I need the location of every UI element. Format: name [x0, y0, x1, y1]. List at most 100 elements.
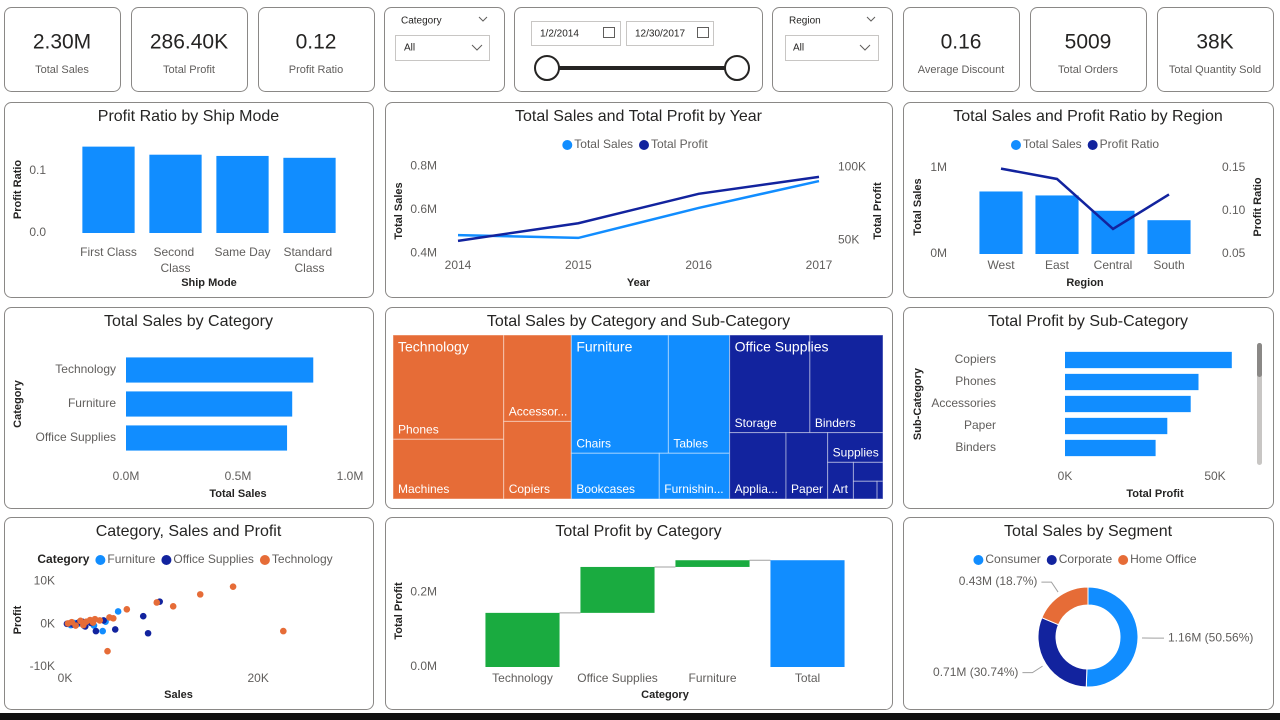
treemap-label: Art: [833, 482, 849, 496]
legend-marker: [1010, 140, 1021, 150]
y-tick-label: Copiers: [955, 352, 996, 366]
chart-title: Total Sales by Category and Sub-Category: [487, 313, 790, 330]
x-tick-label: Central: [1094, 258, 1133, 272]
y-axis-label: Total Sales: [393, 182, 405, 239]
treemap-label: Supplies: [833, 446, 879, 460]
bar: [1147, 220, 1191, 254]
pie-slice: [1085, 586, 1139, 688]
x-tick-label: East: [1045, 258, 1070, 272]
line: [1000, 167, 1170, 231]
date-box[interactable]: [626, 21, 714, 46]
legend-label: Consumer: [985, 552, 1040, 566]
x-tick-label: 0K: [58, 671, 73, 685]
kpi-value: 0.12: [296, 31, 337, 54]
waterfall-bar: [580, 566, 655, 613]
treemap-label: Accessor...: [509, 405, 568, 419]
dropdown-value[interactable]: All: [404, 43, 415, 54]
chevron[interactable]: [478, 16, 488, 22]
treemap-label: Paper: [791, 482, 823, 496]
y-tick-label: Binders: [955, 440, 996, 454]
slider-handle[interactable]: [534, 55, 560, 81]
legend-label: Technology: [272, 552, 333, 566]
y-tick-label: 0.6M: [410, 202, 437, 216]
kpi-label: Total Profit: [163, 64, 215, 76]
treemap-tile: [827, 432, 884, 463]
y-tick-label: 0.4M: [410, 245, 437, 259]
scatter-point: [196, 591, 204, 598]
scatter-point: [229, 583, 237, 590]
treemap-label: Copiers: [509, 482, 550, 496]
x-axis-label: Region: [1066, 277, 1104, 289]
date-end[interactable]: 12/30/2017: [635, 29, 685, 40]
scatter-point: [139, 612, 147, 620]
x-tick-label: 0.5M: [225, 469, 252, 483]
y-tick-label: 0.10: [1222, 203, 1246, 217]
x-tick-label: 0.0M: [113, 469, 140, 483]
scatter-point: [80, 621, 87, 629]
treemap-tile: [876, 480, 884, 500]
slider-handle[interactable]: [724, 55, 750, 81]
bar: [126, 357, 314, 383]
legend-marker: [973, 555, 984, 565]
x-tick-label: Standard Class: [283, 245, 335, 275]
kpi-value: 5009: [1065, 31, 1112, 54]
legend-label: Profit Ratio: [1100, 137, 1160, 151]
treemap-label: Machines: [398, 482, 449, 496]
chevron[interactable]: [866, 16, 876, 22]
x-axis-label: Category: [641, 689, 690, 701]
scatter-point: [123, 606, 131, 613]
kpi-card: [4, 7, 121, 92]
scatter-point: [92, 627, 100, 635]
bar: [1065, 395, 1191, 413]
y-tick-label: 0.8M: [410, 159, 437, 173]
treemap-tile: [809, 334, 884, 434]
chevron[interactable]: [471, 44, 483, 51]
kpi-label: Total Orders: [1058, 64, 1118, 76]
scatter-point: [106, 614, 113, 621]
x-tick-label: West: [987, 258, 1015, 272]
chart-title: Total Sales by Segment: [1004, 523, 1173, 540]
treemap-label: Furnishin...: [664, 482, 723, 496]
legend-marker: [161, 555, 172, 565]
scatter-point: [89, 619, 97, 626]
kpi-value: 38K: [1196, 31, 1233, 54]
bar: [1091, 210, 1135, 254]
x-tick-label: 20K: [248, 671, 269, 685]
y-tick-label: Paper: [964, 418, 996, 432]
y-axis-label: Total Sales: [912, 178, 924, 235]
x-tick-label: Office Supplies: [577, 671, 658, 685]
bar: [1065, 417, 1168, 435]
y-axis-label: Category: [12, 379, 24, 428]
kpi-label: Total Quantity Sold: [1169, 64, 1261, 76]
y-tick-label: 10K: [34, 574, 55, 588]
scatter-point: [169, 603, 177, 610]
treemap-tile: [392, 334, 505, 440]
chart-panel: [903, 517, 1274, 710]
y-tick-label: Accessories: [931, 396, 996, 410]
date-start[interactable]: 1/2/2014: [540, 29, 579, 40]
scatter-point: [114, 608, 122, 615]
y-tick-label: Phones: [955, 374, 996, 388]
calendar-icon[interactable]: [603, 27, 615, 38]
treemap-tile: [503, 420, 572, 500]
x-tick-label: 50K: [1204, 469, 1225, 483]
calendar-icon[interactable]: [697, 27, 709, 38]
dropdown-value[interactable]: All: [793, 43, 804, 54]
date-box[interactable]: [531, 21, 621, 46]
dropdown[interactable]: [395, 35, 490, 61]
scatter-point: [280, 627, 287, 635]
scrollbar-thumb[interactable]: [1257, 343, 1262, 377]
bar: [1065, 351, 1232, 369]
bar: [126, 425, 288, 451]
waterfall-bar: [485, 612, 560, 667]
y-tick-label: 0.05: [1222, 246, 1246, 260]
dropdown[interactable]: [785, 35, 879, 61]
y-tick-label: 0.15: [1222, 160, 1246, 174]
kpi-label: Total Sales: [35, 64, 89, 76]
treemap-tile: [570, 334, 669, 454]
y-tick-label: 0.2M: [410, 585, 437, 599]
treemap-group-label: Furniture: [576, 339, 632, 355]
x-tick-label: First Class: [80, 245, 137, 259]
kpi-label: Average Discount: [918, 64, 1005, 76]
chevron[interactable]: [859, 44, 871, 51]
